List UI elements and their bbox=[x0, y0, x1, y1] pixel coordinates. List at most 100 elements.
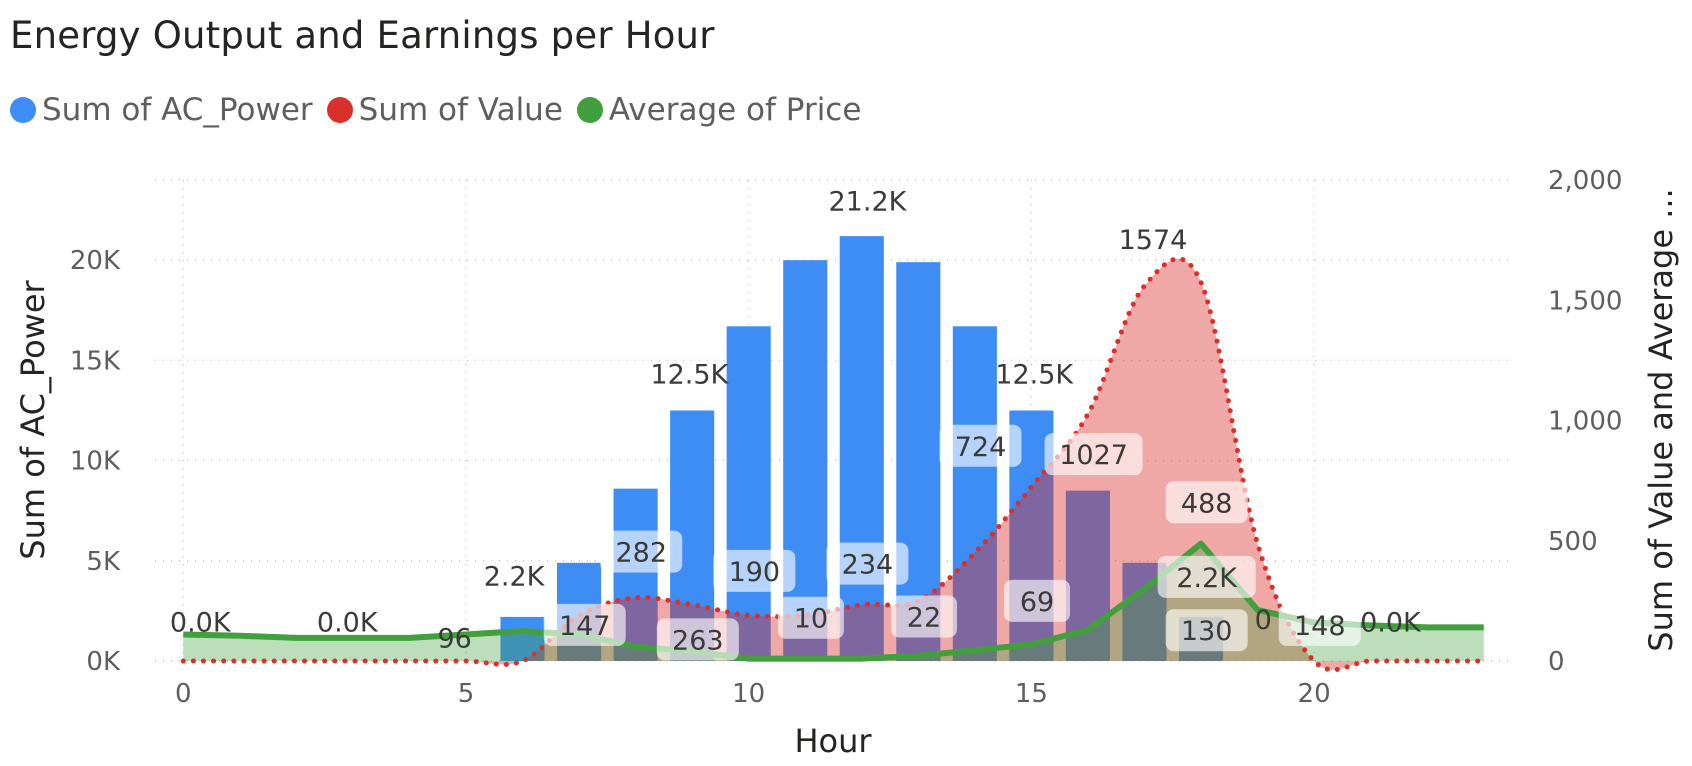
bar-ac-power bbox=[839, 236, 884, 661]
data-label: 724 bbox=[939, 424, 1022, 467]
data-label: 130 bbox=[1165, 609, 1248, 652]
data-label-text: 263 bbox=[672, 625, 724, 656]
bar-ac-power bbox=[952, 326, 997, 661]
data-label: 1027 bbox=[1044, 433, 1143, 476]
data-label-box bbox=[600, 530, 683, 573]
data-label-text: 130 bbox=[1181, 616, 1233, 647]
data-label-text: 190 bbox=[729, 557, 781, 588]
y2-tick-label: 1,500 bbox=[1548, 286, 1622, 316]
x-axis-title: Hour bbox=[794, 722, 872, 760]
legend-item-ac-power[interactable]: Sum of AC_Power bbox=[10, 92, 313, 128]
data-label: 21.2K bbox=[829, 186, 908, 217]
y-tick-label: 20K bbox=[70, 246, 121, 276]
axis-layer: Hour Sum of AC_Power Sum of Value and Av… bbox=[14, 166, 1680, 760]
data-label: 263 bbox=[656, 618, 739, 661]
y2-tick-label: 500 bbox=[1548, 527, 1598, 557]
data-label-box bbox=[939, 424, 1022, 467]
data-label-box bbox=[1044, 433, 1143, 476]
y2-tick-label: 1,000 bbox=[1548, 407, 1622, 437]
data-label: 96 bbox=[437, 623, 471, 654]
data-label-text: 0.0K bbox=[1360, 607, 1422, 638]
data-label-box bbox=[1157, 555, 1256, 598]
data-label: 22 bbox=[890, 595, 957, 638]
data-label-text: 724 bbox=[955, 432, 1007, 463]
y-tick-label: 15K bbox=[70, 346, 121, 376]
y2-axis-title: Sum of Value and Average ... bbox=[1642, 188, 1680, 651]
data-label-text: 0 bbox=[1255, 605, 1272, 636]
data-label-box bbox=[713, 549, 796, 592]
chart-title: Energy Output and Earnings per Hour bbox=[10, 14, 715, 57]
data-label: 190 bbox=[713, 549, 796, 592]
data-label-layer: 0.0K 0.0K 96 2.2K 147 282 263 12.5K 190 10 234 21.2… bbox=[170, 186, 1422, 661]
legend-label-value: Sum of Value bbox=[358, 92, 563, 128]
data-label: 0.0K bbox=[317, 607, 379, 638]
data-label-text: 10 bbox=[794, 604, 828, 635]
y-tick-label: 0K bbox=[86, 647, 121, 677]
legend-item-price[interactable]: Average of Price bbox=[576, 92, 862, 128]
data-label: 147 bbox=[543, 603, 626, 646]
data-label-text: 147 bbox=[559, 611, 611, 642]
data-label-box bbox=[777, 596, 844, 639]
bar-ac-power bbox=[896, 262, 941, 661]
data-label-box bbox=[543, 603, 626, 646]
data-label: 1574 bbox=[1119, 225, 1188, 256]
legend-item-value[interactable]: Sum of Value bbox=[326, 92, 563, 128]
y2-tick-label: 2,000 bbox=[1548, 166, 1622, 196]
grid-layer bbox=[155, 179, 1512, 662]
y2-tick-label: 0 bbox=[1548, 647, 1565, 677]
bar-ac-power bbox=[500, 616, 545, 661]
data-label-box bbox=[1165, 609, 1248, 652]
data-label-text: 21.2K bbox=[829, 186, 908, 217]
data-label: 10 bbox=[777, 596, 844, 639]
chart-legend: Sum of AC_Power Sum of Value Average of … bbox=[10, 92, 875, 128]
data-label-box bbox=[1004, 579, 1071, 622]
legend-label-price: Average of Price bbox=[608, 92, 862, 128]
bar-ac-power bbox=[726, 326, 771, 661]
x-tick-label: 0 bbox=[175, 679, 192, 709]
x-tick-label: 15 bbox=[1015, 679, 1048, 709]
data-label-text: 488 bbox=[1181, 488, 1233, 519]
data-label-text: 0.0K bbox=[170, 607, 232, 638]
data-label: 0.0K bbox=[170, 607, 232, 638]
data-label-text: 96 bbox=[437, 623, 471, 654]
data-label-text: 2.2K bbox=[1176, 563, 1238, 594]
data-label-text: 0.0K bbox=[317, 607, 379, 638]
y-axis-title: Sum of AC_Power bbox=[14, 279, 52, 559]
data-label-box bbox=[656, 618, 739, 661]
data-label-box bbox=[890, 595, 957, 638]
x-tick-label: 5 bbox=[458, 679, 475, 709]
data-label: 2.2K bbox=[484, 562, 546, 593]
data-label-box bbox=[826, 542, 909, 585]
legend-marker-price bbox=[576, 97, 603, 123]
data-label: 12.5K bbox=[650, 360, 729, 391]
y-tick-label: 10K bbox=[70, 447, 121, 477]
data-label-text: 148 bbox=[1294, 611, 1346, 642]
data-label: 0.0K bbox=[1360, 607, 1422, 638]
data-label-text: 12.5K bbox=[995, 360, 1074, 391]
y-tick-label: 5K bbox=[86, 547, 121, 577]
line-price bbox=[183, 540, 1484, 662]
legend-label-ac-power: Sum of AC_Power bbox=[42, 92, 313, 128]
data-label: 69 bbox=[1004, 579, 1071, 622]
area-price bbox=[183, 543, 1484, 661]
data-label-box bbox=[1278, 603, 1361, 646]
data-label-text: 234 bbox=[842, 550, 894, 581]
data-label-text: 1027 bbox=[1059, 440, 1128, 471]
data-label: 12.5K bbox=[995, 360, 1074, 391]
data-label-box bbox=[1165, 481, 1248, 524]
x-tick-label: 10 bbox=[732, 679, 765, 709]
data-label-text: 22 bbox=[907, 603, 941, 634]
x-tick-label: 20 bbox=[1298, 679, 1331, 709]
data-label: 2.2K bbox=[1157, 555, 1256, 598]
data-label-text: 282 bbox=[615, 538, 667, 569]
data-label-text: 69 bbox=[1020, 587, 1054, 618]
data-label: 0 bbox=[1255, 605, 1272, 636]
data-label-text: 1574 bbox=[1119, 225, 1188, 256]
legend-marker-ac-power bbox=[10, 97, 36, 123]
data-label-text: 2.2K bbox=[484, 562, 546, 593]
bar-ac-power bbox=[783, 260, 828, 661]
data-label: 488 bbox=[1165, 481, 1248, 524]
data-label: 148 bbox=[1278, 603, 1361, 646]
data-label: 282 bbox=[600, 530, 683, 573]
